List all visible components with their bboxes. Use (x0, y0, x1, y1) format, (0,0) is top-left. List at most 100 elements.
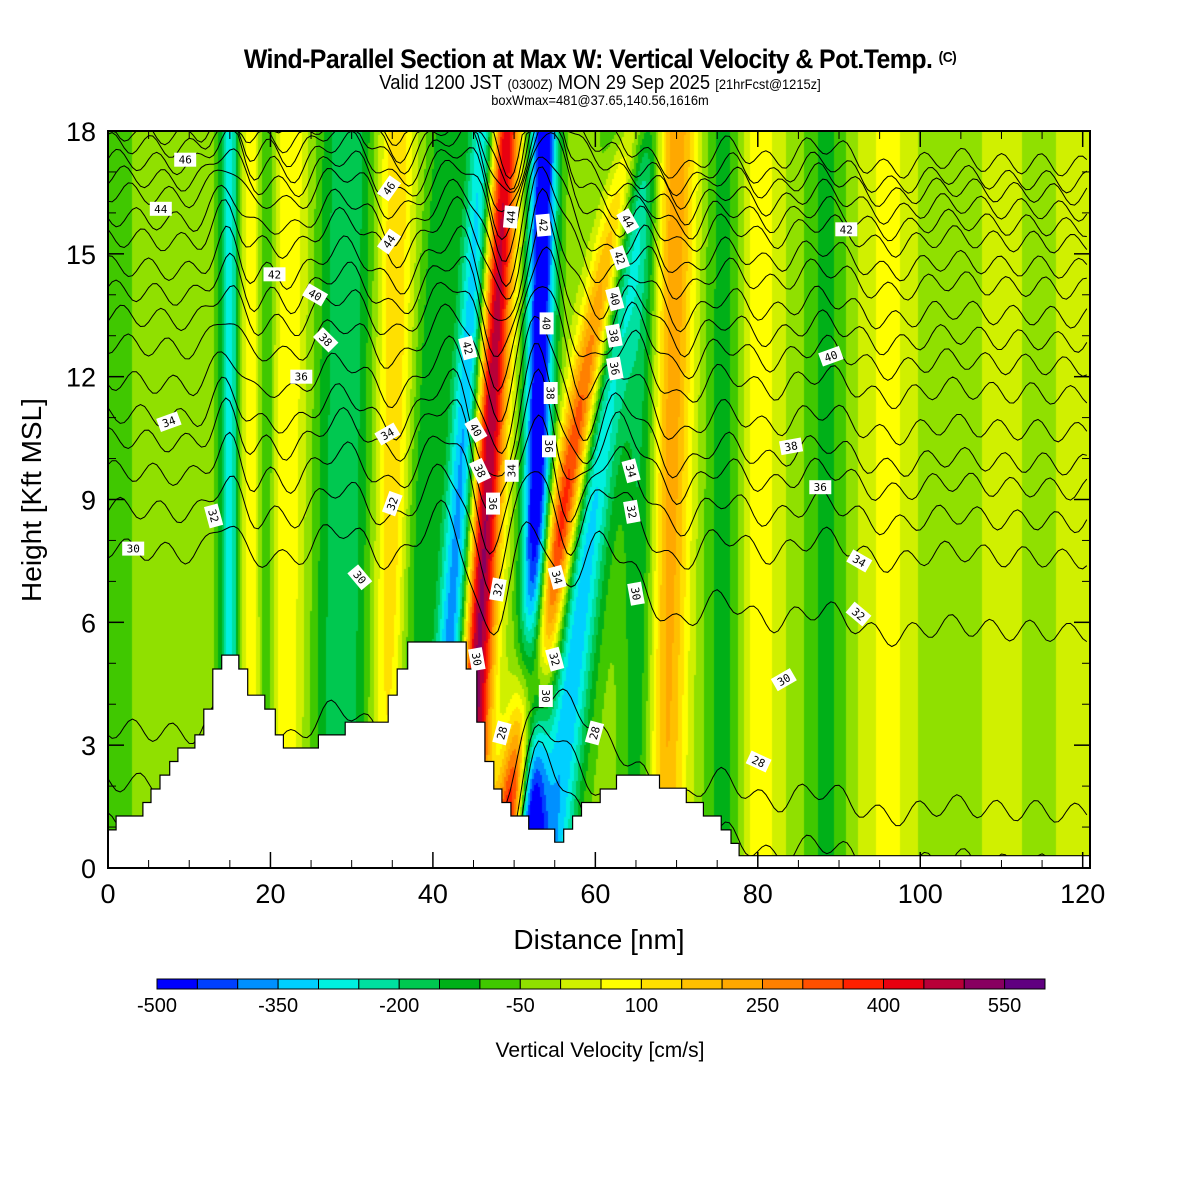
contour-label-box (538, 685, 553, 707)
x-tick-label: 100 (898, 879, 943, 909)
contour-label-box (203, 503, 224, 529)
contour-label-text: 40 (467, 421, 485, 439)
contour-label: 32 (545, 646, 565, 672)
colorbar-swatch (277, 978, 320, 990)
contour-label-text: 30 (127, 543, 140, 556)
contour-label-text: 46 (179, 154, 192, 167)
contour-label: 32 (623, 499, 641, 524)
contour-label: 30 (538, 685, 553, 707)
colorbar: -500 -350 -200 -50 100 250 400 550 (137, 978, 1046, 1017)
contour-label: 30 (467, 647, 486, 672)
colorbar-swatch (963, 978, 1006, 990)
contour-label-box (542, 435, 556, 458)
contour-label-text: 28 (750, 753, 768, 770)
contour-label: 40 (605, 286, 625, 312)
contour-label: 44 (616, 208, 640, 235)
contour-label-box (381, 490, 403, 517)
contour-label-text: 36 (295, 371, 308, 384)
contour-label-box (609, 245, 631, 271)
contour-label-box (489, 577, 507, 602)
chart-title-text: Wind-Parallel Section at Max W: Vertical… (243, 44, 933, 74)
contour-label-box (584, 720, 605, 746)
isentrope-44 (107, 130, 1088, 226)
isentrope-36 (107, 286, 1088, 422)
contour-label-box (605, 323, 623, 348)
colorbar-swatch (398, 978, 441, 990)
contour-label-text: 46 (380, 179, 398, 197)
contour-label-text: 32 (491, 582, 506, 597)
contour-label-text: 34 (623, 463, 639, 480)
box-info: boxWmax=481@37.65,140.56,1616m (491, 92, 709, 108)
contour-label: 28 (584, 720, 605, 746)
contour-label: 38 (543, 382, 558, 404)
contour-label-box (547, 564, 567, 590)
contour-label: 36 (809, 480, 832, 495)
contour-label-text: 32 (384, 495, 401, 512)
contour-label-box (290, 369, 313, 384)
contour-label: 30 (770, 668, 797, 692)
colorbar-swatch (358, 978, 400, 990)
colorbar-title: Vertical Velocity [cm/s] (496, 1039, 705, 1062)
contour-label-text: 38 (544, 386, 557, 399)
colorbar-swatch (681, 978, 723, 990)
forecast-info: [21hrFcst@1215z] (715, 76, 821, 92)
contour-label: 38 (779, 437, 804, 456)
isentrope-38 (107, 214, 1088, 358)
y-tick-label: 6 (81, 608, 96, 638)
contour-label-text: 38 (606, 328, 621, 343)
contour-label-text: 30 (539, 689, 552, 702)
valid-date: MON 29 Sep 2025 (557, 72, 711, 94)
contour-label-text: 40 (606, 291, 622, 307)
contour-label-box (779, 437, 804, 456)
colorbar-tick-label: 400 (867, 995, 900, 1017)
contour-label-box (809, 480, 832, 495)
colorbar-swatch (883, 978, 925, 990)
isentrope-30 (107, 499, 1088, 648)
contour-label-text: 38 (471, 462, 488, 480)
colorbar-swatch (802, 978, 844, 990)
contour-label-text: 28 (587, 725, 603, 741)
contour-label-box (605, 286, 625, 312)
colorbar-tick-label: -350 (258, 995, 298, 1017)
contour-label-text: 40 (306, 286, 324, 304)
contour-label: 34 (621, 458, 641, 484)
contour-label-box (174, 152, 197, 167)
contour-label-box (818, 345, 844, 367)
colorbar-swatch (721, 978, 763, 990)
contour-label-box (376, 175, 402, 202)
isentrope-37 (107, 246, 1087, 393)
colorbar-swatch (762, 978, 804, 990)
isentrope-31 (107, 463, 1088, 594)
contour-label-text: 28 (494, 725, 510, 741)
terrain-layer (107, 641, 1091, 869)
colorbar-swatch (1004, 978, 1046, 990)
contour-label-text: 32 (546, 651, 562, 667)
colorbar-swatch (560, 978, 602, 990)
contour-label-text: 34 (506, 464, 519, 478)
contour-label-box (770, 668, 797, 692)
contour-label-text: 32 (624, 504, 639, 519)
contour-label: 44 (502, 205, 519, 229)
colorbar-tick-label: -500 (137, 995, 177, 1017)
contour-label: 34 (547, 564, 567, 590)
contour-label-box (621, 458, 641, 484)
contour-label-box (535, 213, 552, 237)
isentrope-43 (107, 130, 1087, 242)
colorbar-tick-label: 100 (625, 995, 658, 1017)
contour-label-box (467, 647, 486, 672)
contour-label-text: 30 (775, 671, 793, 689)
y-tick-label: 15 (66, 240, 96, 270)
contour-label-text: 30 (628, 586, 643, 601)
isentrope-42 (107, 132, 1088, 262)
contour-label-text: 36 (542, 440, 555, 453)
contour-label-box (835, 222, 858, 237)
contour-label: 38 (312, 327, 339, 353)
contour-label-box (846, 549, 873, 573)
contour-label-text: 42 (268, 268, 281, 281)
contour-label-text: 34 (161, 414, 178, 431)
x-tick-label: 120 (1060, 879, 1105, 909)
x-axis-title: Distance [nm] (513, 924, 684, 955)
y-tick-label: 18 (66, 117, 96, 147)
contour-label-text: 30 (469, 652, 484, 667)
contour-label-box (623, 499, 641, 524)
